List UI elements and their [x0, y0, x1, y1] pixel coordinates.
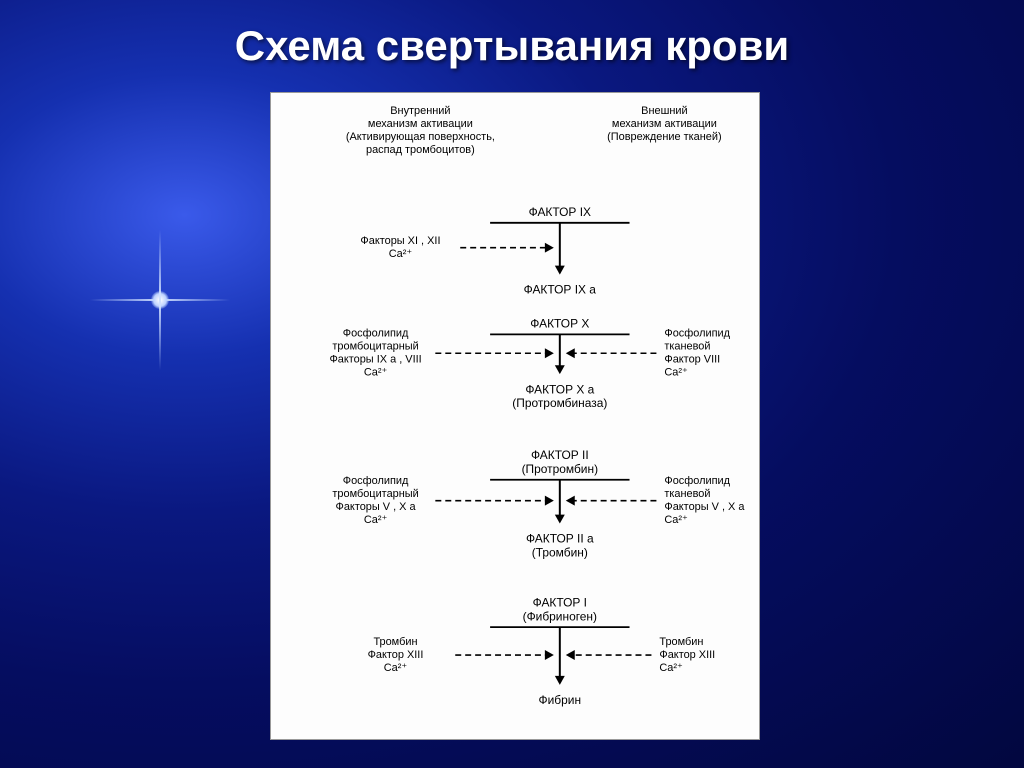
svg-text:Ca²⁺: Ca²⁺	[659, 662, 683, 674]
svg-text:(Протромбин): (Протромбин)	[522, 462, 598, 476]
slide-background: Схема свертывания крови Внутренниймехани…	[0, 0, 1024, 768]
svg-text:Ca²⁺: Ca²⁺	[664, 367, 688, 379]
svg-text:ФАКТОР X a: ФАКТОР X a	[525, 382, 594, 396]
svg-text:Внутренний: Внутренний	[390, 105, 450, 117]
svg-text:Факторы V , X a: Факторы V , X a	[336, 501, 417, 513]
svg-text:распад тромбоцитов): распад тромбоцитов)	[366, 144, 475, 156]
svg-text:Внешний: Внешний	[641, 105, 687, 117]
svg-text:ФАКТОР I: ФАКТОР I	[533, 595, 587, 609]
svg-text:Фосфолипид: Фосфолипид	[664, 328, 730, 340]
svg-text:(Активирующая поверхность,: (Активирующая поверхность,	[346, 131, 495, 143]
svg-text:Фосфолипид: Фосфолипид	[343, 328, 409, 340]
svg-text:механизм активации: механизм активации	[612, 118, 717, 130]
svg-text:Фактор XIII: Фактор XIII	[659, 649, 715, 661]
slide-title: Схема свертывания крови	[0, 22, 1024, 70]
svg-text:(Фибриноген): (Фибриноген)	[523, 609, 597, 623]
lens-flare-decoration	[90, 230, 230, 370]
svg-text:Факторы XI , XII: Факторы XI , XII	[360, 235, 440, 247]
svg-text:Ca²⁺: Ca²⁺	[389, 248, 413, 260]
svg-text:Тромбин: Тромбин	[659, 636, 703, 648]
svg-text:Ca²⁺: Ca²⁺	[364, 367, 388, 379]
svg-text:ФАКТОР IX: ФАКТОР IX	[529, 205, 591, 219]
svg-text:ФАКТОР IX a: ФАКТОР IX a	[524, 283, 597, 297]
svg-text:Фибрин: Фибрин	[539, 693, 581, 707]
svg-text:Тромбин: Тромбин	[373, 636, 417, 648]
svg-text:тромбоцитарный: тромбоцитарный	[332, 341, 418, 353]
svg-text:ФАКТОР II: ФАКТОР II	[531, 448, 589, 462]
svg-text:механизм активации: механизм активации	[368, 118, 473, 130]
svg-text:тканевой: тканевой	[664, 488, 710, 500]
svg-text:(Тромбин): (Тромбин)	[532, 546, 588, 560]
svg-text:Фосфолипид: Фосфолипид	[664, 475, 730, 487]
svg-text:Факторы IX a , VIII: Факторы IX a , VIII	[329, 354, 421, 366]
svg-text:Ca²⁺: Ca²⁺	[384, 662, 408, 674]
svg-text:Фактор VIII: Фактор VIII	[664, 354, 720, 366]
coagulation-diagram: Внутренниймеханизм активации(Активирующа…	[270, 92, 760, 740]
svg-text:Фосфолипид: Фосфолипид	[343, 475, 409, 487]
svg-text:тканевой: тканевой	[664, 341, 710, 353]
svg-text:Факторы V , X a: Факторы V , X a	[664, 501, 745, 513]
svg-text:ФАКТОР X: ФАКТОР X	[530, 317, 589, 331]
svg-text:Ca²⁺: Ca²⁺	[664, 514, 688, 526]
svg-text:ФАКТОР II a: ФАКТОР II a	[526, 532, 594, 546]
svg-text:Ca²⁺: Ca²⁺	[364, 514, 388, 526]
svg-text:(Протромбиназа): (Протромбиназа)	[512, 396, 607, 410]
svg-text:тромбоцитарный: тромбоцитарный	[332, 488, 418, 500]
svg-text:(Повреждение тканей): (Повреждение тканей)	[607, 131, 722, 143]
svg-text:Фактор XIII: Фактор XIII	[368, 649, 424, 661]
